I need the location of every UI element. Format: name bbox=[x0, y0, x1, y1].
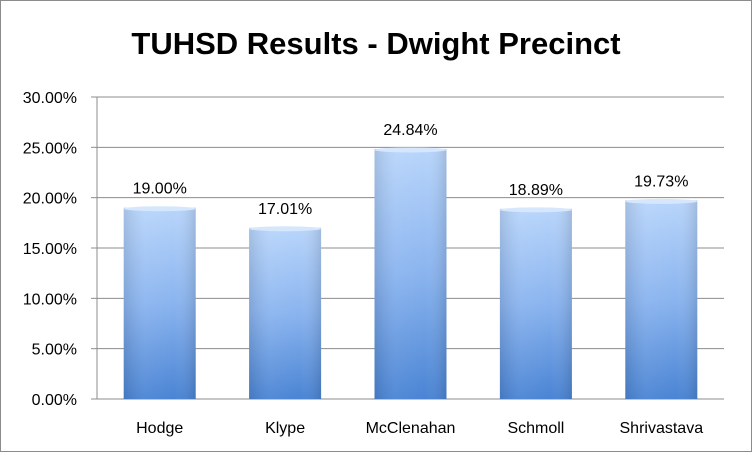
chart-title: TUHSD Results - Dwight Precinct bbox=[131, 26, 621, 61]
bar-hodge bbox=[123, 206, 196, 399]
x-tick-label: McClenahan bbox=[366, 420, 456, 437]
y-tick-label: 15.00% bbox=[23, 241, 77, 258]
bar-shading bbox=[249, 227, 322, 399]
bar-schmoll bbox=[499, 207, 572, 399]
data-label: 17.01% bbox=[258, 201, 312, 218]
y-tick-label: 10.00% bbox=[23, 291, 77, 308]
y-tick-label: 0.00% bbox=[32, 392, 77, 409]
x-tick-label: Klype bbox=[265, 420, 305, 437]
bar-top-highlight bbox=[625, 198, 698, 204]
data-label: 24.84% bbox=[383, 122, 437, 139]
bar-top-highlight bbox=[374, 147, 447, 153]
data-label: 19.73% bbox=[634, 173, 688, 190]
bar-mcclenahan bbox=[374, 147, 447, 399]
y-tick-label: 5.00% bbox=[32, 342, 77, 359]
data-labels: 19.00% 17.01% 24.84% 18.89% 19.73% bbox=[133, 122, 689, 218]
x-tick-label: Schmoll bbox=[507, 420, 564, 437]
bar-klype bbox=[249, 226, 322, 399]
x-tick-label: Hodge bbox=[136, 420, 183, 437]
x-tick-label: Shrivastava bbox=[620, 420, 704, 437]
x-axis: Hodge Klype McClenahan Schmoll Shrivastava bbox=[136, 420, 703, 437]
bar-shrivastava bbox=[625, 198, 698, 399]
bar-top-highlight bbox=[499, 207, 572, 213]
y-tick-label: 20.00% bbox=[23, 191, 77, 208]
bar-top-highlight bbox=[249, 226, 322, 232]
bars bbox=[123, 147, 698, 399]
y-tick-label: 25.00% bbox=[23, 140, 77, 157]
bar-shading bbox=[625, 200, 698, 399]
bar-shading bbox=[374, 148, 447, 399]
data-label: 19.00% bbox=[133, 181, 187, 198]
y-tick-label: 30.00% bbox=[23, 90, 77, 107]
y-axis: 0.00% 5.00% 10.00% 15.00% 20.00% 25.00% 30.00% bbox=[23, 90, 98, 409]
bar-shading bbox=[123, 207, 196, 399]
data-label: 18.89% bbox=[509, 182, 563, 199]
bar-top-highlight bbox=[123, 206, 196, 212]
bar-shading bbox=[499, 208, 572, 399]
